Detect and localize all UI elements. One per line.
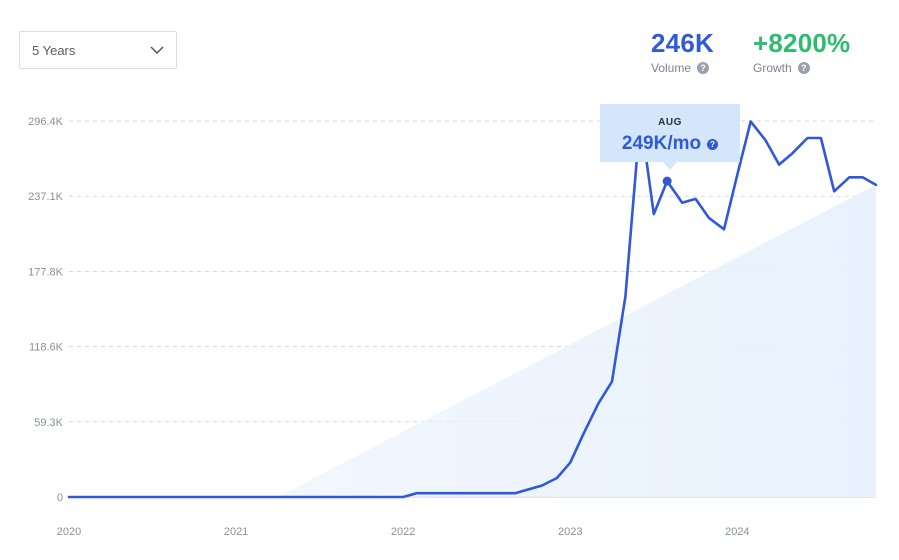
chevron-down-icon	[150, 46, 164, 54]
y-tick-label: 177.8K	[28, 266, 64, 278]
y-tick-label: 118.6K	[29, 342, 64, 354]
series-line	[67, 115, 878, 499]
time-range-select[interactable]: 5 Years	[19, 31, 177, 69]
hover-tooltip: AUG 249K/mo ?	[600, 104, 740, 162]
growth-stat: +8200% Growth ?	[753, 28, 850, 75]
highlight-dot	[662, 176, 672, 186]
tooltip-month: AUG	[658, 117, 682, 128]
highlight-point	[662, 176, 672, 186]
x-tick-labels: 2020 2021 2022 2023 2024	[57, 526, 750, 538]
tooltip-arrow	[663, 162, 677, 170]
volume-stat: 246K Volume ?	[651, 28, 714, 75]
y-tick-labels: 0 59.3K 118.6K 177.8K 237.1K 296.4K	[28, 116, 64, 504]
growth-value: +8200%	[753, 28, 851, 58]
volume-value: 246K	[651, 28, 714, 58]
volume-line	[67, 115, 878, 499]
trend-area	[277, 184, 876, 497]
x-tick-label: 2024	[725, 526, 749, 538]
y-tick-label: 0	[57, 492, 63, 504]
volume-help-icon[interactable]: ?	[697, 62, 710, 74]
time-range-value: 5 Years	[32, 42, 76, 58]
trend-triangle	[277, 184, 876, 497]
x-tick-label: 2020	[57, 526, 81, 538]
x-tick-label: 2023	[558, 526, 582, 538]
growth-label: Growth	[753, 61, 792, 75]
x-tick-label: 2021	[224, 526, 248, 538]
y-tick-label: 296.4K	[28, 116, 64, 128]
y-tick-label: 237.1K	[28, 191, 64, 203]
tooltip-help-icon[interactable]: ?	[707, 138, 719, 150]
y-tick-label: 59.3K	[34, 417, 63, 429]
growth-help-icon[interactable]: ?	[797, 62, 810, 74]
tooltip-value: 249K/mo	[621, 133, 702, 154]
x-tick-label: 2022	[391, 526, 415, 538]
volume-label: Volume	[651, 61, 692, 75]
